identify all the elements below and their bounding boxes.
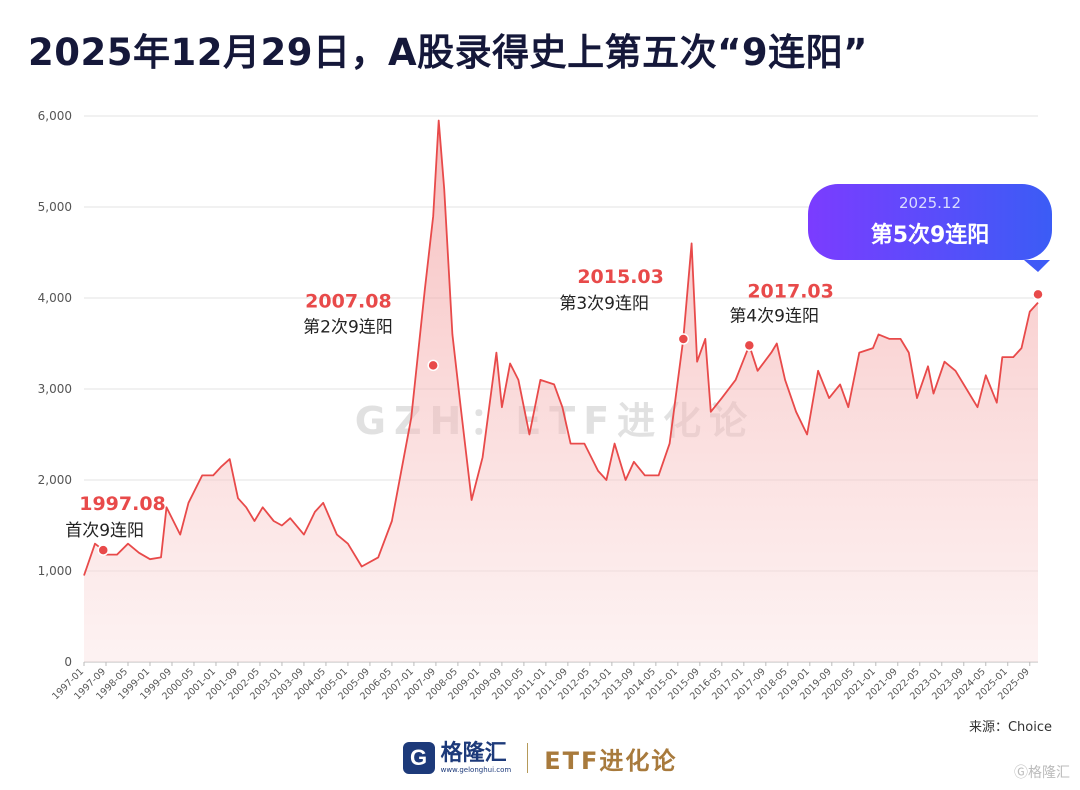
annotation-marker <box>97 544 109 556</box>
gelonghui-logo: G 格隆汇 www.gelonghui.com <box>402 740 512 774</box>
annotation-date: 2015.03 <box>577 266 664 288</box>
annotation-date: 2017.03 <box>747 280 834 302</box>
annotation-date: 1997.08 <box>79 493 166 515</box>
annotation-label: 首次9连阳 <box>65 521 144 541</box>
index-line <box>83 119 1039 576</box>
y-tick-label: 5,000 <box>38 200 72 214</box>
annotation-label: 第2次9连阳 <box>303 317 393 337</box>
footer: G 格隆汇 www.gelonghui.com ETF进化论 <box>0 738 1080 778</box>
y-tick-label: 4,000 <box>38 291 72 305</box>
corner-watermark: Ⓖ格隆汇 <box>1014 765 1070 781</box>
y-tick-label: 1,000 <box>38 564 72 578</box>
footer-brand: ETF进化论 <box>544 746 678 775</box>
callout-label: 第5次9连阳 <box>871 222 990 248</box>
page-title: 2025年12月29日，A股录得史上第五次“9连阳” <box>28 31 868 74</box>
y-tick-label: 3,000 <box>38 382 72 396</box>
annotation-date: 2007.08 <box>305 290 392 312</box>
index-area <box>84 120 1038 662</box>
y-tick-label: 0 <box>64 655 72 669</box>
annotation-marker <box>743 339 756 352</box>
annotation-marker <box>427 359 439 372</box>
annotation-label: 第3次9连阳 <box>559 294 649 314</box>
y-tick-label: 2,000 <box>38 473 72 487</box>
logo-mark: G <box>402 742 435 774</box>
logo-name: 格隆汇 <box>440 740 507 766</box>
callout-date: 2025.12 <box>899 194 961 212</box>
callout-marker <box>1032 288 1044 301</box>
footer-divider <box>527 743 529 773</box>
logo-url: www.gelonghui.com <box>440 765 512 774</box>
source-note: 来源：Choice <box>968 720 1052 735</box>
annotation-marker <box>677 333 690 345</box>
callout-bubble <box>808 184 1052 272</box>
annotation-label: 第4次9连阳 <box>729 306 819 326</box>
y-tick-label: 6,000 <box>38 109 72 123</box>
